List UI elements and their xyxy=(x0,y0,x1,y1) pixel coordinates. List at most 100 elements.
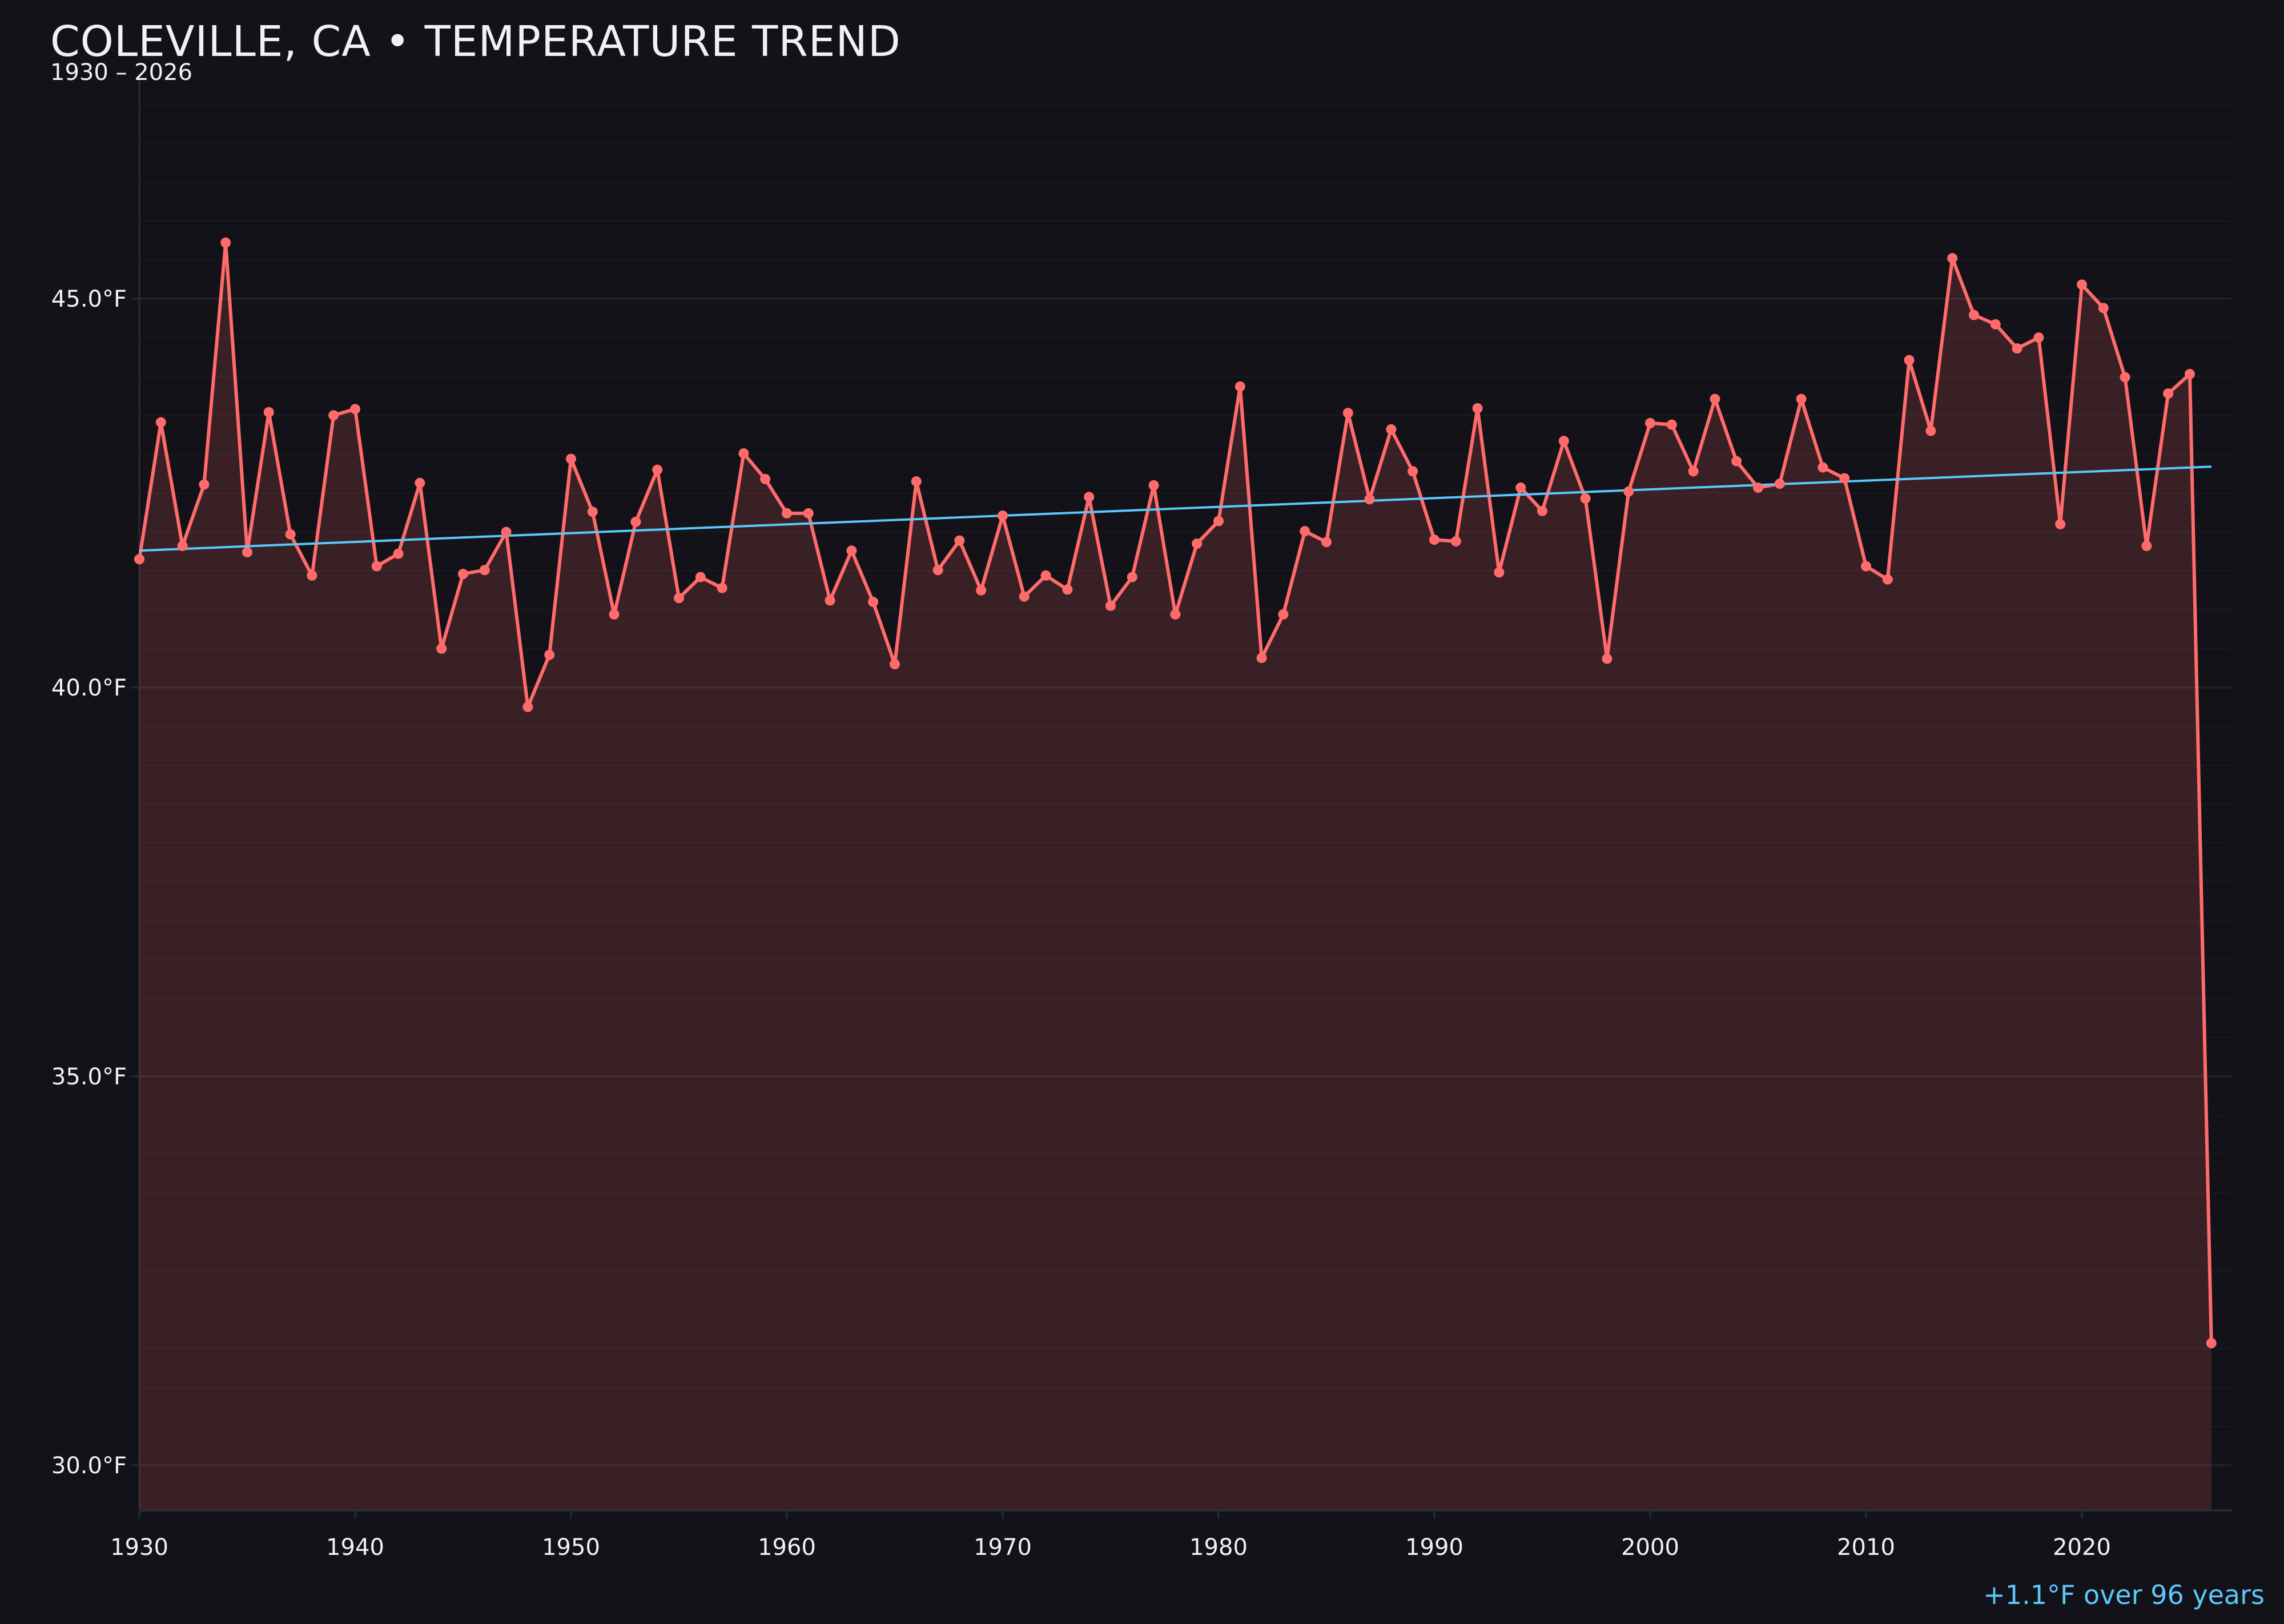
data-point xyxy=(1753,482,1763,493)
data-point xyxy=(371,561,382,572)
data-point xyxy=(263,407,274,417)
data-point xyxy=(976,585,987,596)
data-point xyxy=(1710,393,1720,404)
data-point xyxy=(1321,537,1332,548)
data-point xyxy=(1537,505,1547,516)
data-point xyxy=(1472,403,1483,414)
data-point xyxy=(522,702,533,713)
data-point xyxy=(155,417,166,428)
data-point xyxy=(1602,653,1613,664)
chart-subtitle: 1930 – 2026 xyxy=(50,59,193,86)
data-point xyxy=(1450,536,1461,546)
chart-title: COLEVILLE, CA • TEMPERATURE TREND xyxy=(50,17,901,66)
data-point xyxy=(868,597,879,608)
data-point xyxy=(1494,567,1505,578)
data-point xyxy=(328,410,339,421)
data-point xyxy=(1731,456,1742,467)
data-point xyxy=(630,516,641,527)
data-point xyxy=(609,609,620,620)
x-tick-label: 1950 xyxy=(542,1534,600,1561)
data-point xyxy=(1084,492,1095,503)
data-point xyxy=(307,570,317,581)
data-point xyxy=(1688,466,1699,477)
data-point xyxy=(1666,419,1677,430)
data-point xyxy=(2206,1338,2217,1349)
data-point xyxy=(1278,609,1289,620)
data-point xyxy=(782,508,792,518)
data-point xyxy=(998,510,1008,521)
data-point xyxy=(479,565,490,576)
data-point xyxy=(242,547,252,558)
data-point xyxy=(2120,372,2130,383)
data-point xyxy=(1990,319,2001,329)
x-tick-label: 2020 xyxy=(2053,1534,2111,1561)
data-point xyxy=(1774,479,1785,489)
data-point xyxy=(134,554,144,565)
data-point xyxy=(2055,518,2066,529)
data-point xyxy=(1408,466,1418,477)
data-point xyxy=(1947,253,1958,264)
data-point xyxy=(2141,541,2152,552)
data-point xyxy=(652,464,663,475)
data-point xyxy=(1105,600,1116,611)
data-point xyxy=(1515,482,1526,493)
data-point xyxy=(1623,486,1634,497)
x-tick-label: 2000 xyxy=(1621,1534,1679,1561)
x-tick-label: 1990 xyxy=(1405,1534,1463,1561)
area-fill xyxy=(139,242,2211,1510)
trend-line xyxy=(139,465,2211,552)
data-point xyxy=(1882,574,1893,585)
data-point xyxy=(199,479,210,490)
data-point xyxy=(415,477,425,488)
data-point xyxy=(587,507,598,517)
x-tick-label: 2010 xyxy=(1837,1534,1895,1561)
data-point xyxy=(1558,436,1569,447)
data-point xyxy=(1796,393,1807,404)
data-point xyxy=(1386,424,1397,435)
data-point xyxy=(2033,332,2044,343)
data-point xyxy=(544,649,555,660)
data-point xyxy=(285,529,296,540)
data-point xyxy=(1170,609,1181,620)
data-point xyxy=(825,595,835,606)
data-point xyxy=(674,593,684,604)
data-point xyxy=(2098,303,2109,313)
data-point xyxy=(436,643,447,654)
data-point xyxy=(1062,584,1073,595)
data-point xyxy=(1364,494,1375,505)
data-point xyxy=(1148,480,1159,491)
data-point xyxy=(177,541,188,552)
data-point xyxy=(1429,534,1439,545)
data-point xyxy=(911,476,922,487)
data-point xyxy=(1342,408,1353,419)
data-point xyxy=(717,582,727,593)
y-tick-label: 40.0°F xyxy=(51,675,127,701)
y-tick-label: 30.0°F xyxy=(51,1453,127,1479)
data-point xyxy=(501,526,512,537)
data-point xyxy=(350,404,360,415)
trend-annotation: +1.1°F over 96 years xyxy=(1983,1579,2265,1610)
data-point xyxy=(1969,309,1979,320)
data-point xyxy=(760,473,771,484)
data-point xyxy=(458,569,468,580)
data-point xyxy=(1192,538,1203,549)
data-point xyxy=(1580,493,1591,504)
data-point xyxy=(1127,572,1137,582)
data-point xyxy=(738,448,749,459)
data-point xyxy=(1040,570,1051,581)
x-tick-label: 1940 xyxy=(326,1534,384,1561)
data-point xyxy=(1839,473,1850,484)
data-point xyxy=(393,548,404,559)
x-tick-label: 1970 xyxy=(974,1534,1032,1561)
data-point xyxy=(890,659,900,670)
data-point xyxy=(1861,561,1871,572)
data-point xyxy=(695,572,706,582)
data-point xyxy=(1645,417,1655,428)
y-tick-label: 45.0°F xyxy=(51,286,127,312)
data-point xyxy=(220,237,231,248)
data-point xyxy=(2185,369,2195,380)
data-point xyxy=(2077,279,2087,290)
data-point xyxy=(1817,462,1828,473)
data-point xyxy=(1213,516,1224,526)
